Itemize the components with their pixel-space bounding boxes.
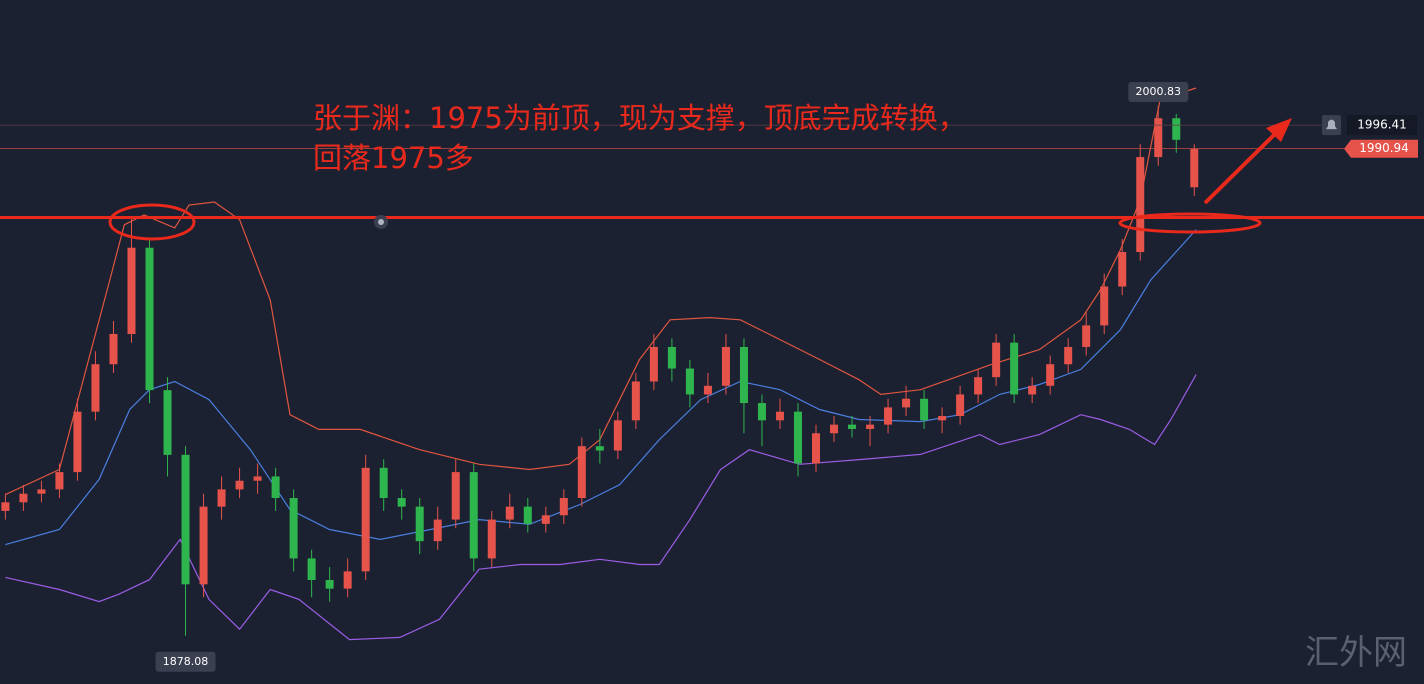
overlay: 1990.94 1996.41 2000.83 1878.08 <box>0 82 1424 672</box>
candle-body <box>343 571 352 589</box>
arrow-head <box>1266 118 1292 142</box>
candle-body <box>505 506 514 520</box>
candle-body <box>181 454 190 585</box>
candle-body <box>992 342 1001 378</box>
candle-body <box>577 446 586 499</box>
candle-body <box>595 446 604 451</box>
candle-body <box>1154 118 1163 158</box>
alert-tag-label: 1996.41 <box>1357 118 1407 132</box>
candle-body <box>902 398 911 408</box>
candle-body <box>793 411 802 464</box>
candle-body <box>775 411 784 421</box>
price-tag <box>1344 139 1418 158</box>
candle-body <box>1 502 10 511</box>
candle-body <box>613 420 622 451</box>
candle-body <box>812 433 820 464</box>
candle-body <box>1064 346 1073 365</box>
candle-body <box>1190 148 1199 188</box>
candle-body <box>1046 364 1055 386</box>
candle-body <box>920 398 929 421</box>
candle-body <box>451 472 460 520</box>
candle-body <box>938 416 947 421</box>
candle-body <box>848 424 857 429</box>
candle-body <box>271 476 280 499</box>
alert-bell <box>1326 119 1337 130</box>
candle-body <box>721 346 730 386</box>
candle-body <box>415 506 424 542</box>
candle-body <box>145 247 154 391</box>
candle-body <box>73 411 82 473</box>
candle-body <box>37 489 46 494</box>
candle-body <box>433 519 442 542</box>
annotation-line: 张于渊：1975为前顶，现为支撑，顶底完成转换， <box>313 101 967 135</box>
max-label: 2000.83 <box>1136 85 1182 98</box>
candle-body <box>1136 157 1145 253</box>
handle-dot <box>378 219 384 225</box>
candle-body <box>757 403 766 421</box>
candle-body <box>866 424 875 429</box>
candle-body <box>1082 325 1091 347</box>
candle-body <box>109 334 118 365</box>
band-line <box>5 229 1197 546</box>
candle-body <box>631 381 640 421</box>
candle-body <box>91 364 100 412</box>
candle-body <box>217 489 226 507</box>
candle-body <box>541 515 550 524</box>
watermark: 汇外网 <box>1305 633 1407 673</box>
candle-body <box>469 472 478 559</box>
candle-body <box>1028 385 1037 395</box>
annotation-line: 回落1975多 <box>313 141 474 175</box>
highlight-ellipse <box>1118 212 1262 234</box>
candle-body <box>523 506 532 524</box>
candle-body <box>307 558 316 580</box>
arrow <box>1203 129 1280 205</box>
candle-body <box>361 467 370 572</box>
candle-body <box>235 480 244 490</box>
candle-body <box>127 247 136 335</box>
alert-tag <box>1347 115 1417 136</box>
candle-body <box>289 498 298 559</box>
candle-body <box>325 579 334 589</box>
candle-body <box>956 394 965 417</box>
candle-body <box>163 390 172 455</box>
candle-body <box>703 385 712 395</box>
band-line <box>5 374 1197 641</box>
candle-body <box>253 476 262 481</box>
candle-body <box>55 472 64 490</box>
candle-body <box>1118 252 1127 287</box>
candle-body <box>1172 118 1181 140</box>
candle-body <box>739 346 748 404</box>
candle-body <box>974 377 983 395</box>
highlight-ellipse <box>108 203 196 241</box>
candle-body <box>487 519 496 559</box>
candle-body <box>667 346 676 369</box>
candle-body <box>379 467 388 499</box>
candle-body <box>685 368 694 395</box>
candle-body <box>1010 342 1019 395</box>
candle-body <box>559 498 568 516</box>
candle-body <box>1100 286 1109 326</box>
candles <box>1 106 1199 636</box>
candle-body <box>830 424 839 434</box>
candle-body <box>397 498 406 507</box>
candle-body <box>199 506 208 585</box>
min-label: 1878.08 <box>163 655 209 668</box>
candle-body <box>884 407 893 425</box>
candle-body <box>649 346 658 382</box>
price-tag-label: 1990.94 <box>1359 141 1409 155</box>
min-label-box <box>155 651 216 672</box>
candle-body <box>19 493 28 503</box>
max-label-box <box>1128 82 1189 103</box>
